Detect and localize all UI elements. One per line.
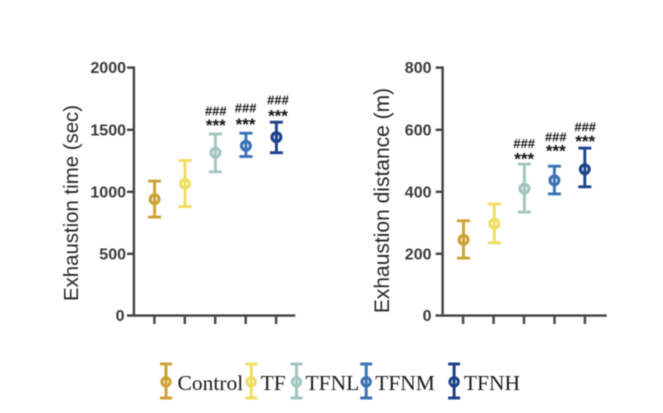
svg-text:Control: Control bbox=[178, 371, 244, 395]
svg-text:###: ### bbox=[205, 104, 227, 119]
svg-text:TF: TF bbox=[261, 371, 286, 395]
svg-text:TFNL: TFNL bbox=[306, 371, 360, 395]
svg-text:1000: 1000 bbox=[90, 184, 126, 201]
svg-text:***: *** bbox=[575, 132, 595, 151]
svg-text:***: *** bbox=[206, 116, 226, 135]
svg-text:###: ### bbox=[574, 120, 596, 135]
svg-text:500: 500 bbox=[99, 246, 126, 263]
svg-text:TFNH: TFNH bbox=[464, 371, 520, 395]
svg-text:###: ### bbox=[235, 101, 257, 116]
svg-text:400: 400 bbox=[405, 184, 432, 201]
svg-text:1500: 1500 bbox=[90, 122, 126, 139]
svg-text:0: 0 bbox=[423, 308, 432, 325]
svg-text:###: ### bbox=[267, 93, 289, 108]
svg-text:600: 600 bbox=[405, 122, 432, 139]
svg-text:***: *** bbox=[514, 149, 534, 168]
svg-text:###: ### bbox=[513, 136, 535, 151]
svg-text:2000: 2000 bbox=[90, 60, 126, 77]
svg-text:***: *** bbox=[236, 115, 256, 134]
svg-text:Exhaustion time (sec): Exhaustion time (sec) bbox=[61, 105, 83, 301]
svg-text:###: ### bbox=[545, 130, 567, 145]
svg-text:***: *** bbox=[268, 106, 288, 125]
svg-text:800: 800 bbox=[405, 60, 432, 77]
svg-text:0: 0 bbox=[116, 308, 125, 325]
svg-text:Exhaustion distance (m): Exhaustion distance (m) bbox=[371, 88, 394, 313]
svg-text:TFNM: TFNM bbox=[375, 371, 435, 395]
svg-text:***: *** bbox=[546, 142, 566, 161]
svg-text:200: 200 bbox=[405, 246, 432, 263]
